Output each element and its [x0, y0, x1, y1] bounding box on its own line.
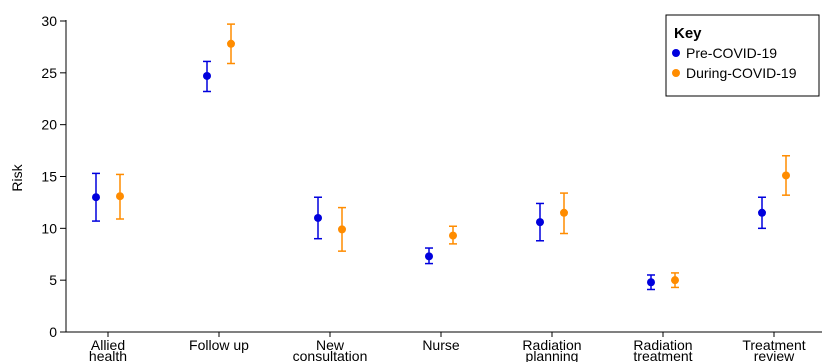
y-tick-label: 20 [41, 117, 57, 133]
error-bar-point [647, 274, 655, 291]
legend: Key Pre-COVID-19 During-COVID-19 [665, 14, 820, 97]
legend-label: During-COVID-19 [686, 65, 797, 81]
y-tick-label: 5 [49, 272, 57, 288]
y-tick-label: 10 [41, 220, 57, 236]
legend-label: Pre-COVID-19 [686, 45, 777, 61]
data-point [203, 71, 211, 80]
error-bar-point [449, 225, 457, 245]
data-point [116, 192, 124, 201]
y-axis-title: Risk [9, 163, 25, 191]
data-point [560, 208, 568, 217]
data-point [425, 252, 433, 261]
data-point [92, 193, 100, 202]
data-point [314, 213, 322, 222]
x-tick-label: Follow up [189, 337, 249, 353]
y-tick-label: 15 [41, 169, 57, 185]
error-bar-point [671, 272, 679, 289]
data-point [338, 225, 346, 234]
legend-title: Key [674, 25, 702, 42]
legend-box [665, 14, 820, 97]
x-tick-label: planning [526, 348, 579, 362]
error-bar-point [227, 23, 235, 65]
x-tick-label: Radiation [633, 337, 692, 353]
data-point [227, 39, 235, 48]
x-tick-label: Treatment [742, 337, 805, 353]
error-bar-point [338, 206, 346, 252]
data-point [449, 231, 457, 240]
x-tick-label: review [754, 348, 795, 362]
data-marks [92, 23, 790, 291]
x-tick-label: treatment [633, 348, 692, 362]
error-bar-point [560, 192, 568, 235]
error-bar-point [314, 196, 322, 240]
data-point [782, 171, 790, 180]
data-point [671, 276, 679, 285]
error-bar-point [758, 196, 766, 230]
x-tick-label: consultation [293, 348, 368, 362]
x-tick-label: Radiation [522, 337, 581, 353]
y-tick-label: 0 [49, 324, 57, 340]
x-tick-label: New [316, 337, 345, 353]
error-bar-point [536, 202, 544, 242]
error-bar-point [782, 155, 790, 196]
legend-swatch [672, 49, 680, 57]
data-point [647, 278, 655, 287]
x-tick-label: health [89, 348, 127, 362]
error-bar-point [92, 172, 100, 222]
error-bar-point [116, 173, 124, 220]
x-tick-label: Allied [91, 337, 125, 353]
error-bar-point [425, 247, 433, 265]
y-tick-label: 30 [41, 13, 57, 29]
data-point [536, 218, 544, 227]
error-bar-point [203, 60, 211, 93]
x-tick-label: Nurse [422, 337, 460, 353]
y-tick-label: 25 [41, 65, 57, 81]
data-point [758, 208, 766, 217]
legend-swatch [672, 69, 680, 77]
